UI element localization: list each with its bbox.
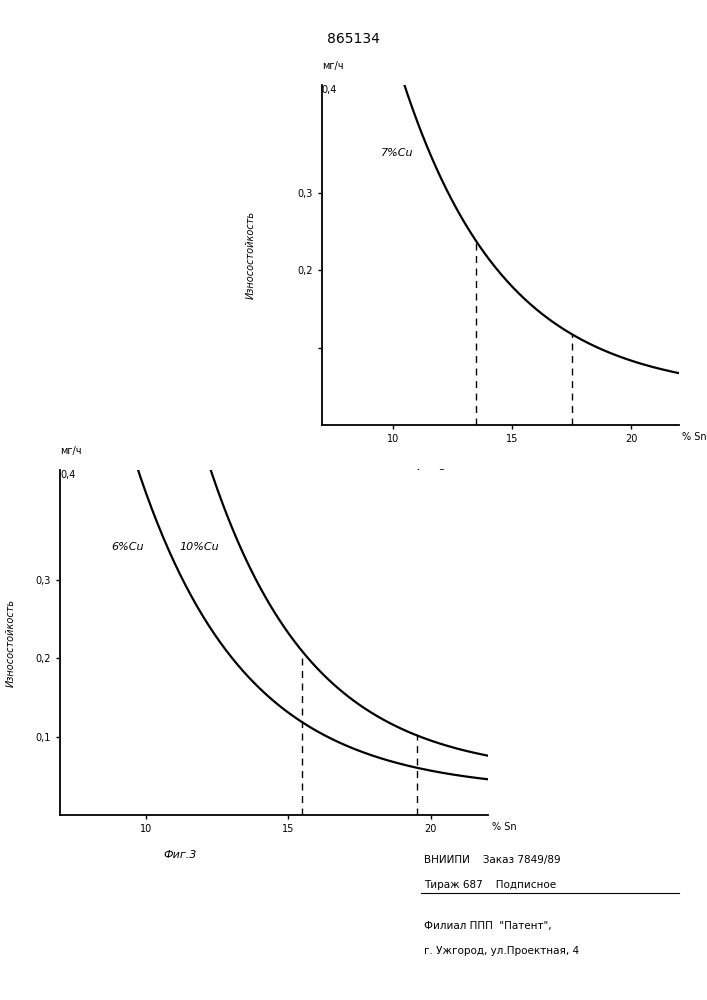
Text: г. Ужгород, ул.Проектная, 4: г. Ужгород, ул.Проектная, 4 [424,946,579,956]
Text: Фиг.3: Фиг.3 [163,850,197,859]
Text: Филиал ППП  "Патент",: Филиал ППП "Патент", [424,921,552,931]
Text: Тираж 687    Подписное: Тираж 687 Подписное [424,880,556,890]
Text: % Sn: % Sn [682,432,707,442]
Text: ВНИИПИ    Заказ 7849/89: ВНИИПИ Заказ 7849/89 [424,855,561,865]
Text: 865134: 865134 [327,32,380,46]
Text: 10%Cu: 10%Cu [180,542,219,552]
Text: мг/ч: мг/ч [60,446,81,456]
Text: % Sn: % Sn [492,822,517,832]
Text: мг/ч: мг/ч [322,61,343,71]
Text: 0,4: 0,4 [322,85,337,95]
Text: 0,4: 0,4 [60,470,76,480]
Text: Фиг.2: Фиг.2 [412,469,445,479]
Text: Износостойкость: Износостойкость [6,598,16,687]
Text: 6%Cu: 6%Cu [112,542,144,552]
Text: 7%Cu: 7%Cu [381,148,414,158]
Text: Износостойкость: Износостойкость [245,211,255,299]
